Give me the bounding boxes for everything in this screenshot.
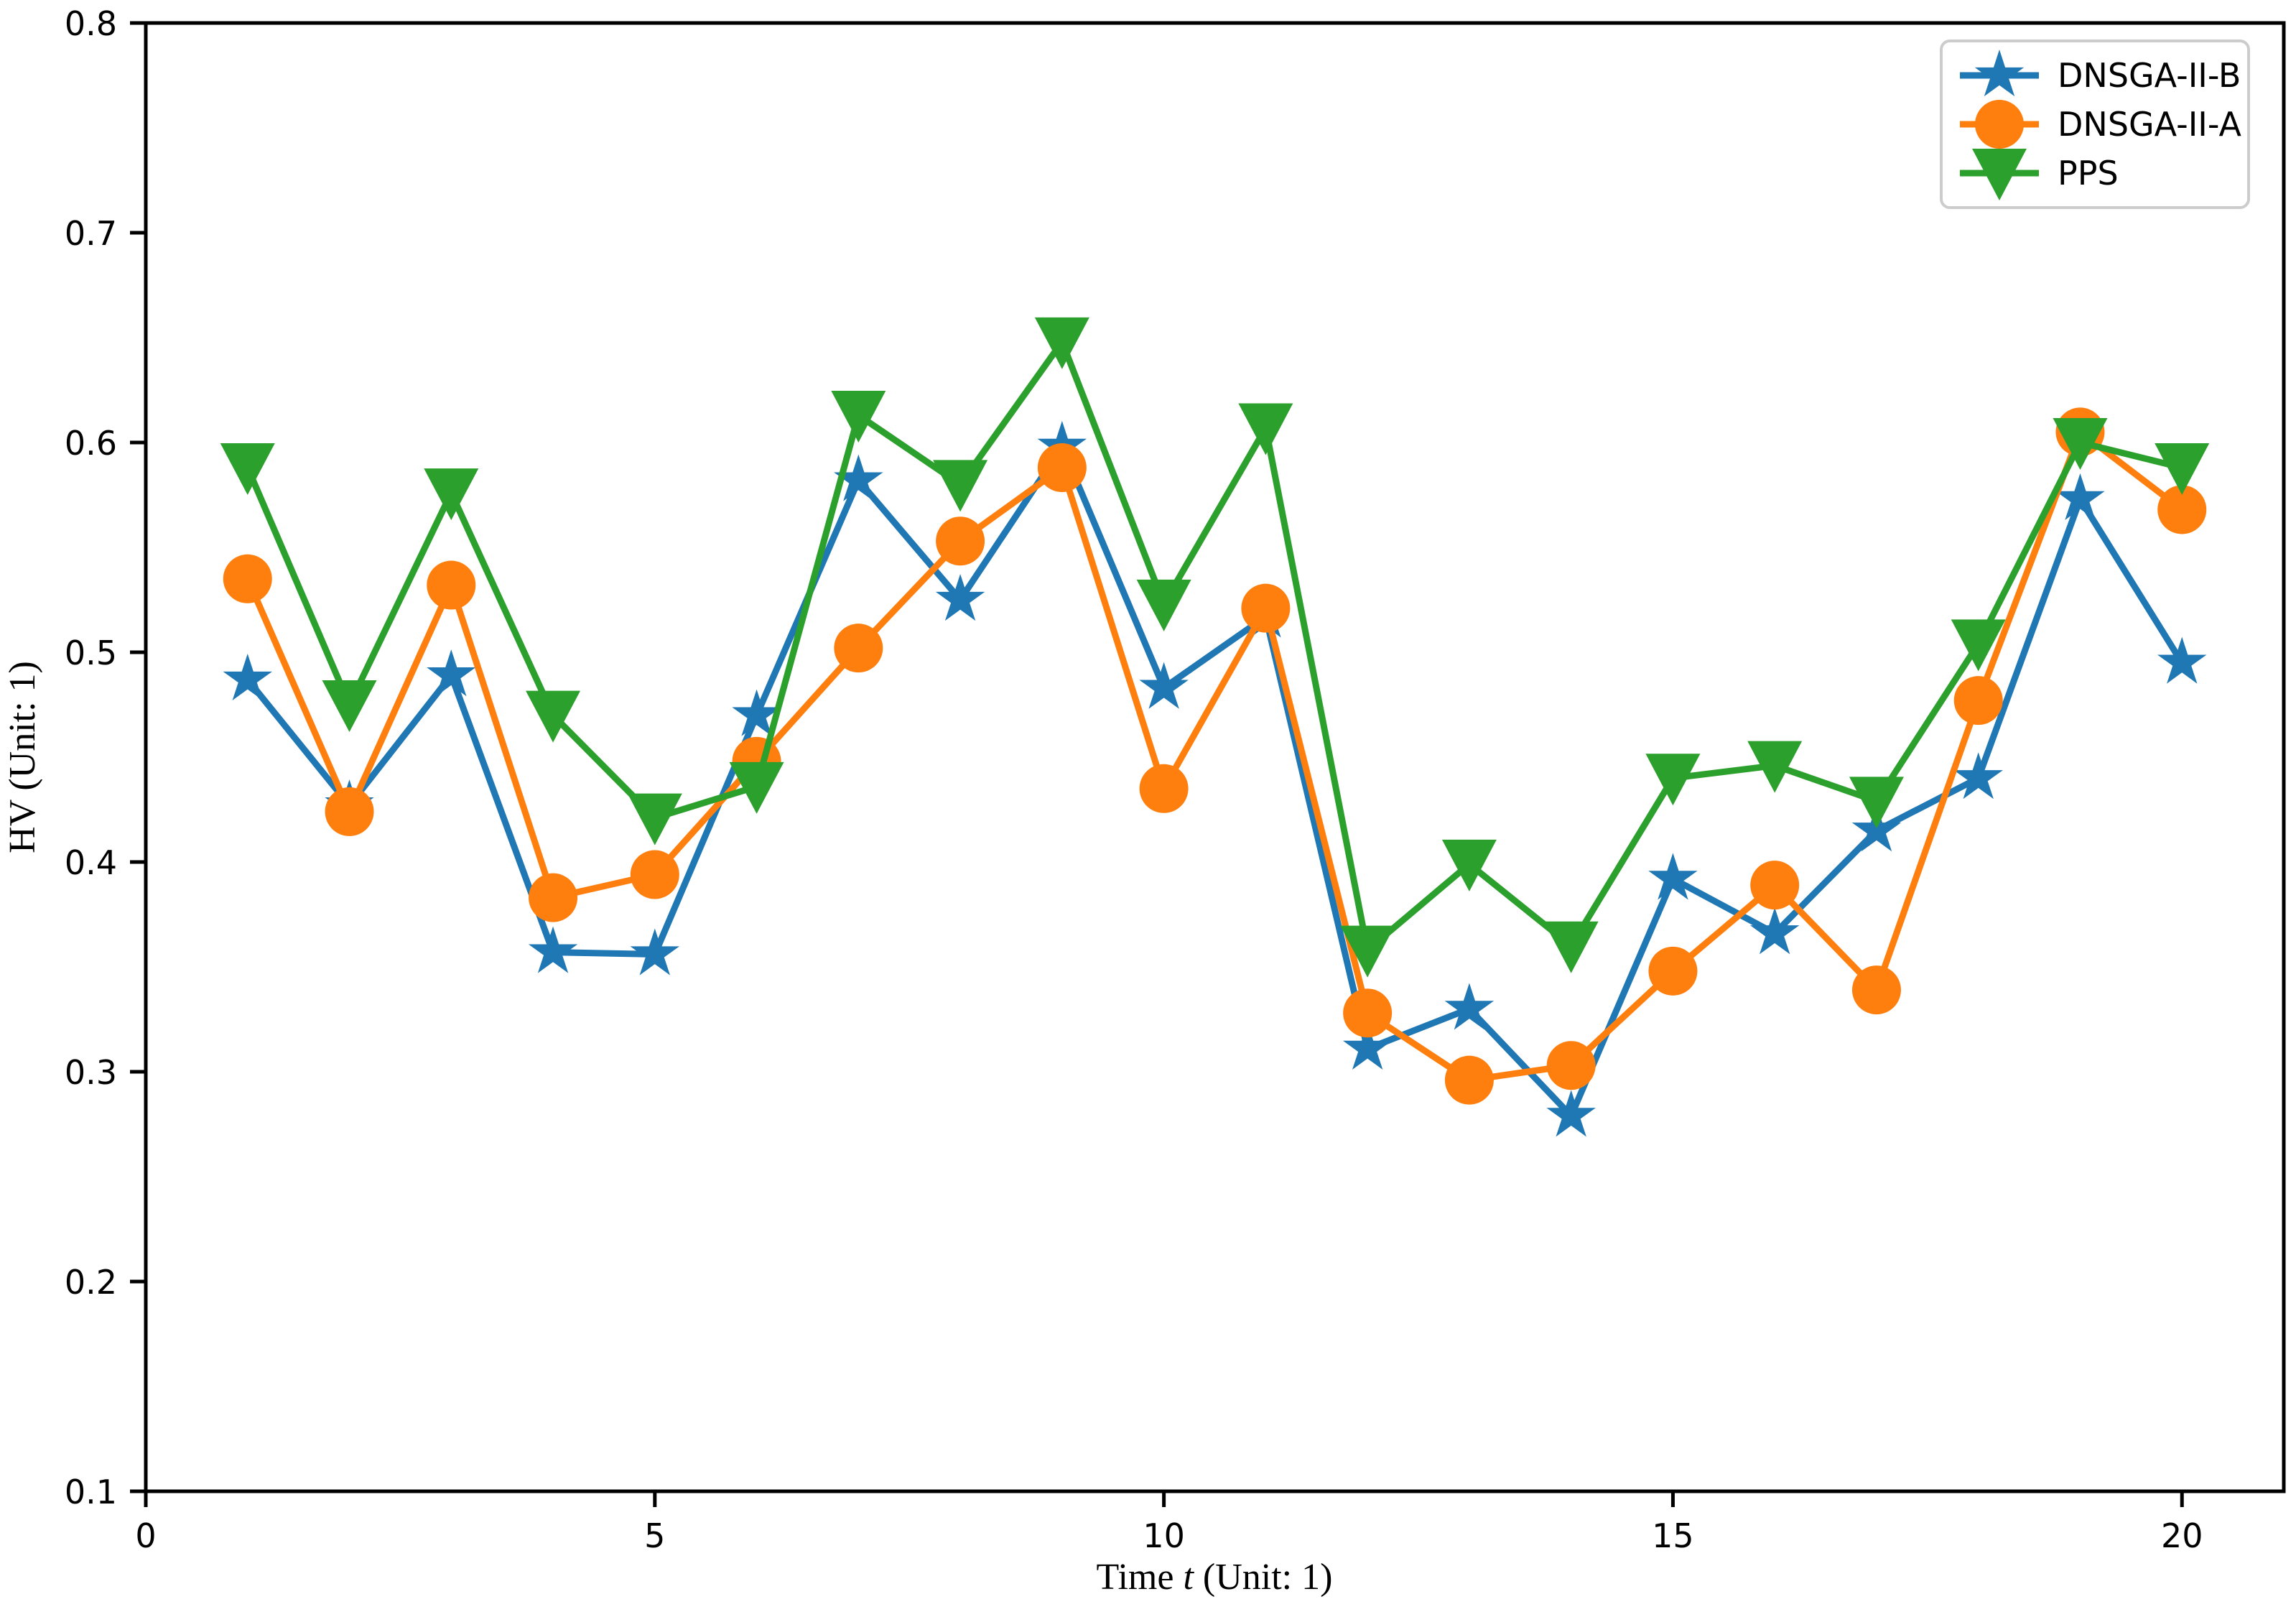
data-point xyxy=(1034,317,1089,369)
data-point xyxy=(732,689,781,736)
data-point xyxy=(1342,1022,1393,1070)
x-tick-label: 15 xyxy=(1652,1516,1694,1555)
data-point xyxy=(1974,50,2025,97)
data-point xyxy=(528,926,578,973)
data-point xyxy=(1238,403,1293,455)
series-DNSGA-II-B xyxy=(223,420,2207,1137)
data-point xyxy=(1037,443,1087,493)
data-point xyxy=(1546,1090,1596,1137)
y-tick-label: 0.8 xyxy=(65,4,117,43)
y-tick-label: 0.2 xyxy=(65,1263,117,1302)
data-point xyxy=(1953,676,2003,726)
data-point xyxy=(2155,443,2210,496)
legend-item-label: DNSGA-II-A xyxy=(2058,105,2241,144)
data-point xyxy=(529,873,578,922)
x-tick-label: 20 xyxy=(2161,1516,2203,1555)
data-point xyxy=(220,443,275,496)
data-point xyxy=(630,850,679,899)
data-point xyxy=(1343,988,1393,1038)
data-point xyxy=(427,560,476,610)
data-point xyxy=(1241,583,1291,633)
y-tick-label: 0.1 xyxy=(65,1473,117,1511)
data-point xyxy=(1648,946,1698,996)
data-point xyxy=(1750,861,1800,910)
plot-box xyxy=(144,21,2286,1493)
legend-item-label: PPS xyxy=(2058,154,2119,193)
data-point xyxy=(831,391,886,443)
x-tick-label: 0 xyxy=(135,1516,156,1555)
data-point xyxy=(1444,1055,1494,1105)
data-point xyxy=(1849,777,1904,829)
data-point xyxy=(834,624,883,673)
y-tick-label: 0.4 xyxy=(65,843,117,882)
data-point xyxy=(1975,100,2024,149)
data-point xyxy=(933,460,988,512)
series-markers-DNSGA-II-B xyxy=(223,420,2207,1137)
legend: DNSGA-II-B DNSGA-II-A PPS xyxy=(1940,40,2250,209)
data-point xyxy=(427,649,476,697)
data-point xyxy=(630,928,680,976)
data-point xyxy=(1648,853,1698,900)
data-point xyxy=(1441,839,1497,891)
x-tick-label: 5 xyxy=(644,1516,665,1555)
series-PPS xyxy=(220,317,2210,978)
data-point xyxy=(223,554,272,603)
data-point xyxy=(1951,619,2006,672)
data-point xyxy=(1139,662,1189,709)
legend-item-DNSGA-II-B: DNSGA-II-B xyxy=(1960,50,2241,97)
data-point xyxy=(1953,752,2003,800)
data-point xyxy=(1444,983,1495,1030)
data-point xyxy=(223,653,272,701)
x-axis-label-pre: Time xyxy=(1097,1557,1184,1598)
legend-item-DNSGA-II-A: DNSGA-II-A xyxy=(1960,100,2241,149)
series-markers-PPS xyxy=(220,317,2210,978)
x-axis-label-post: (Unit: 1) xyxy=(1194,1557,1333,1598)
y-tick-label: 0.7 xyxy=(65,214,117,253)
data-point xyxy=(1747,741,1803,793)
y-axis-label: HV (Unit: 1) xyxy=(2,661,43,853)
series-line-DNSGA-II-B xyxy=(245,443,2185,1119)
data-point xyxy=(935,574,985,621)
data-point xyxy=(2157,636,2207,684)
data-point xyxy=(2157,485,2207,534)
data-point xyxy=(1645,754,1701,806)
plot-area: 0 5 10 15 20 0.1 0.2 0.3 0.4 0.5 0.6 0.7 0.8 DNSGA-II… xyxy=(65,4,2286,1555)
x-axis-label: Time t (Unit: 1) xyxy=(1097,1557,1333,1598)
data-point xyxy=(834,454,883,501)
data-point xyxy=(1749,907,1800,955)
legend-item-PPS: PPS xyxy=(1960,149,2119,200)
x-axis-label-italic: t xyxy=(1183,1557,1194,1598)
data-point xyxy=(1340,925,1395,978)
data-point xyxy=(526,690,581,743)
data-point xyxy=(1546,1041,1596,1090)
x-tick-label: 10 xyxy=(1143,1516,1185,1555)
data-point xyxy=(936,516,985,566)
data-point xyxy=(1136,579,1191,631)
y-tick-label: 0.3 xyxy=(65,1053,117,1092)
data-point xyxy=(1851,965,1901,1015)
legend-box xyxy=(1940,40,2250,209)
data-point xyxy=(424,468,479,521)
data-point xyxy=(1972,149,2027,200)
data-point xyxy=(2055,473,2105,520)
data-point xyxy=(325,787,374,836)
data-point xyxy=(729,761,784,814)
legend-item-label: DNSGA-II-B xyxy=(2058,56,2241,95)
data-point xyxy=(2053,418,2108,470)
y-tick-label: 0.5 xyxy=(65,634,117,672)
y-tick-label: 0.6 xyxy=(65,424,117,463)
data-point xyxy=(1543,921,1599,973)
data-point xyxy=(627,793,682,845)
data-point xyxy=(1139,764,1189,813)
data-point xyxy=(322,680,377,732)
